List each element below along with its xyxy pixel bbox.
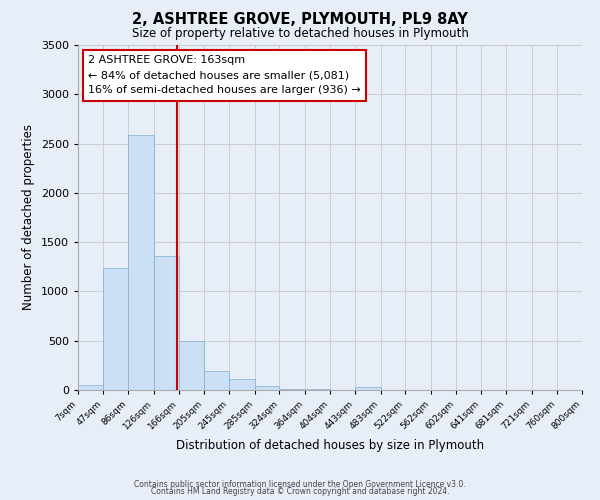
Bar <box>305 389 331 390</box>
Text: 2 ASHTREE GROVE: 163sqm
← 84% of detached houses are smaller (5,081)
16% of semi: 2 ASHTREE GROVE: 163sqm ← 84% of detache… <box>88 56 361 95</box>
Bar <box>179 340 204 390</box>
Bar <box>103 268 128 390</box>
Bar <box>128 134 154 390</box>
Text: Contains public sector information licensed under the Open Government Licence v3: Contains public sector information licen… <box>134 480 466 489</box>
Bar <box>229 379 254 390</box>
Bar <box>78 385 103 390</box>
Bar <box>280 388 305 390</box>
Text: 2, ASHTREE GROVE, PLYMOUTH, PL9 8AY: 2, ASHTREE GROVE, PLYMOUTH, PL9 8AY <box>132 12 468 28</box>
Text: Contains HM Land Registry data © Crown copyright and database right 2024.: Contains HM Land Registry data © Crown c… <box>151 487 449 496</box>
Bar <box>355 387 380 390</box>
Bar <box>204 371 229 390</box>
Y-axis label: Number of detached properties: Number of detached properties <box>22 124 35 310</box>
Bar <box>254 386 280 390</box>
Text: Size of property relative to detached houses in Plymouth: Size of property relative to detached ho… <box>131 28 469 40</box>
X-axis label: Distribution of detached houses by size in Plymouth: Distribution of detached houses by size … <box>176 440 484 452</box>
Bar <box>154 256 179 390</box>
